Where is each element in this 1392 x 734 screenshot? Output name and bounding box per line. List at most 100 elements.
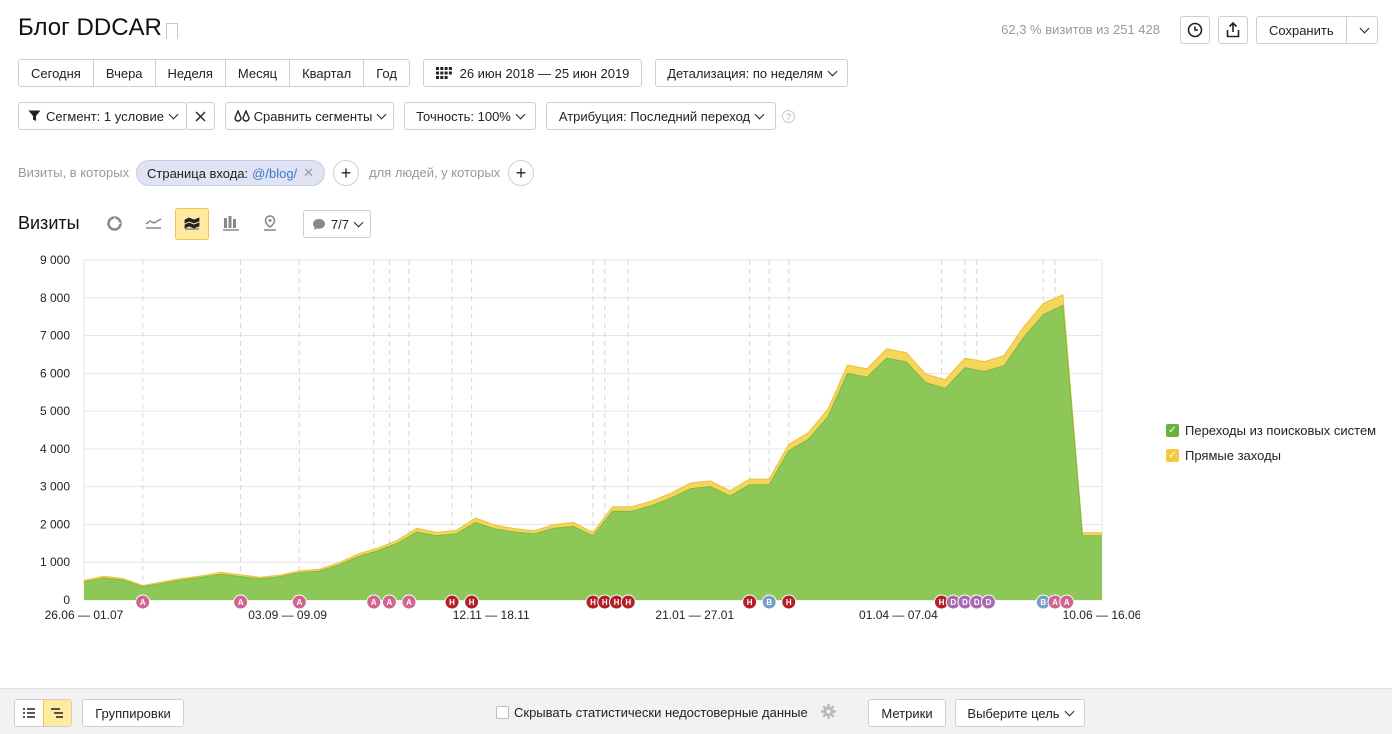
segment-clear-button[interactable] xyxy=(186,102,215,130)
y-tick-label: 1 000 xyxy=(40,555,70,569)
add-condition-button[interactable]: + xyxy=(333,160,359,186)
tree-icon xyxy=(51,708,64,718)
annotation-marker: D xyxy=(969,594,985,610)
compare-label: Сравнить сегменты xyxy=(253,108,373,124)
line-direct xyxy=(83,294,1102,587)
annotation-marker: A xyxy=(366,594,382,610)
date-range-button[interactable]: 26 июн 2018 — 25 июн 2019 xyxy=(423,59,642,87)
legend-item-search[interactable]: ✓ Переходы из поисковых систем xyxy=(1166,423,1376,438)
annotation-marker: H xyxy=(742,594,758,610)
plus-icon: + xyxy=(340,162,352,183)
legend-label: Прямые заходы xyxy=(1185,448,1282,463)
attribution-label: Атрибуция: Последний переход xyxy=(558,108,751,124)
period-week[interactable]: Неделя xyxy=(155,60,226,86)
x-tick-label: 21.01 — 27.01 xyxy=(655,608,734,622)
line-chart-icon[interactable] xyxy=(142,212,164,234)
legend-label: Переходы из поисковых систем xyxy=(1185,423,1377,438)
help-icon[interactable]: ? xyxy=(782,110,795,123)
add-people-condition-button[interactable]: + xyxy=(508,160,534,186)
save-label: Сохранить xyxy=(1269,22,1334,38)
tree-view-button[interactable] xyxy=(42,700,71,726)
pie-chart-icon[interactable] xyxy=(103,212,125,234)
svg-text:H: H xyxy=(614,598,620,607)
y-tick-label: 7 000 xyxy=(40,329,70,343)
annotations-dropdown[interactable]: 7/7 xyxy=(303,210,371,238)
svg-text:A: A xyxy=(371,598,377,607)
svg-text:H: H xyxy=(786,598,792,607)
svg-text:H: H xyxy=(449,598,455,607)
checkbox-checked-icon: ✓ xyxy=(1166,449,1179,462)
annotation-marker: B xyxy=(761,594,777,610)
area-direct xyxy=(84,294,1102,587)
annotation-marker: A xyxy=(233,594,249,610)
condition-prefix: Визиты, в которых xyxy=(18,165,130,180)
period-quarter[interactable]: Квартал xyxy=(290,60,365,86)
attribution-dropdown[interactable]: Атрибуция: Последний переход xyxy=(546,102,776,130)
annotation-marker: H xyxy=(444,594,460,610)
y-tick-label: 6 000 xyxy=(40,366,70,380)
svg-text:A: A xyxy=(387,598,393,607)
plus-icon: + xyxy=(515,162,527,183)
x-tick-label: 10.06 — 16.06 xyxy=(1063,608,1140,622)
detail-dropdown[interactable]: Детализация: по неделям xyxy=(655,59,848,87)
chevron-down-icon xyxy=(168,109,179,119)
legend-item-direct[interactable]: ✓ Прямые заходы xyxy=(1166,448,1281,463)
period-year[interactable]: Год xyxy=(364,60,409,86)
y-tick-label: 4 000 xyxy=(40,442,70,456)
compare-segments-button[interactable]: Сравнить сегменты xyxy=(225,102,394,130)
hide-unreliable-checkbox[interactable] xyxy=(496,706,509,719)
y-tick-label: 0 xyxy=(63,593,70,607)
accuracy-dropdown[interactable]: Точность: 100% xyxy=(404,102,536,130)
page-title: Блог DDCAR xyxy=(18,14,162,41)
period-month[interactable]: Месяц xyxy=(225,60,291,86)
annotations-count: 7/7 xyxy=(330,216,350,232)
y-tick-label: 2 000 xyxy=(40,517,70,531)
condition-chip[interactable]: Страница входа: @/blog/ ✕ xyxy=(136,160,326,186)
y-tick-label: 9 000 xyxy=(40,253,70,267)
chip-label: Страница входа: xyxy=(147,165,249,181)
list-view-button[interactable] xyxy=(15,700,43,726)
export-button[interactable] xyxy=(1218,16,1248,44)
date-range-label: 26 июн 2018 — 25 июн 2019 xyxy=(459,65,630,81)
chevron-down-icon xyxy=(1359,23,1370,33)
accuracy-label: Точность: 100% xyxy=(416,108,511,124)
save-button[interactable]: Сохранить xyxy=(1256,16,1378,44)
svg-text:D: D xyxy=(986,598,992,607)
svg-text:A: A xyxy=(406,598,412,607)
annotation-marker: A xyxy=(135,594,151,610)
area-chart-button[interactable] xyxy=(175,208,209,240)
x-tick-label: 01.04 — 07.04 xyxy=(859,608,938,622)
bookmark-icon[interactable] xyxy=(166,23,178,40)
visits-stat: 62,3 % визитов из 251 428 xyxy=(1001,22,1160,37)
line-search xyxy=(83,304,1102,588)
visits-chart: 9 000 8 000 7 000 6 000 5 000 4 000 3 000 2 000… xyxy=(40,253,1140,622)
map-icon[interactable] xyxy=(259,212,281,234)
y-tick-label: 5 000 xyxy=(40,404,70,418)
share-icon xyxy=(1226,22,1240,38)
comment-icon xyxy=(312,218,325,230)
detail-label: Детализация: по неделям xyxy=(667,65,823,81)
gear-icon[interactable] xyxy=(820,703,837,720)
svg-text:H: H xyxy=(590,598,596,607)
svg-text:A: A xyxy=(1064,598,1070,607)
segment-button[interactable]: Сегмент: 1 условие xyxy=(18,102,187,130)
chevron-down-icon xyxy=(376,109,387,119)
hide-unreliable-label: Скрывать статистически недостоверные дан… xyxy=(514,705,808,720)
groupings-button[interactable]: Группировки xyxy=(82,699,184,727)
metrics-button[interactable]: Метрики xyxy=(868,699,946,727)
list-icon xyxy=(22,708,35,718)
svg-text:A: A xyxy=(1052,598,1058,607)
view-toggle xyxy=(14,699,72,727)
period-yesterday[interactable]: Вчера xyxy=(93,60,156,86)
save-dropdown[interactable] xyxy=(1345,17,1377,43)
svg-text:H: H xyxy=(747,598,753,607)
chip-close-icon[interactable]: ✕ xyxy=(303,165,315,180)
period-today[interactable]: Сегодня xyxy=(19,60,94,86)
chevron-down-icon xyxy=(515,109,526,119)
goal-dropdown[interactable]: Выберите цель xyxy=(955,699,1085,727)
bar-chart-icon[interactable] xyxy=(220,212,242,234)
svg-text:H: H xyxy=(469,598,475,607)
chevron-down-icon xyxy=(827,66,838,76)
annotation-marker: A xyxy=(401,594,417,610)
history-button[interactable] xyxy=(1180,16,1210,44)
